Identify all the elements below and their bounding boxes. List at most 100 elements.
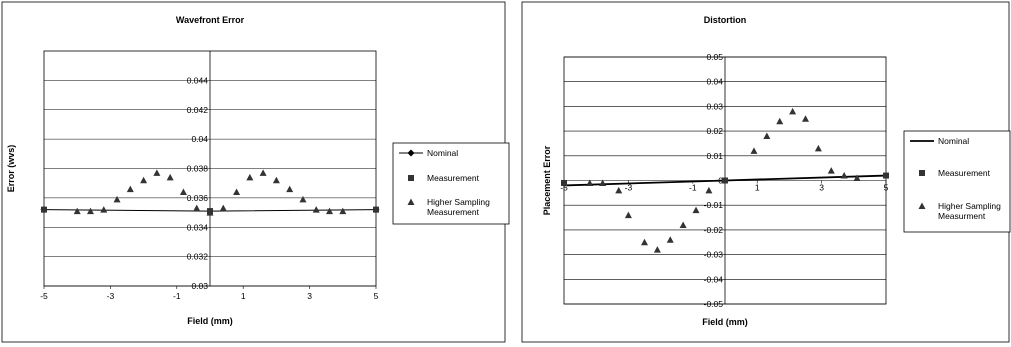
data-point xyxy=(705,186,713,194)
data-point xyxy=(153,169,161,176)
x-tick-label: -3 xyxy=(107,291,115,301)
y-tick-label: 0.04 xyxy=(706,77,723,87)
data-point xyxy=(722,177,728,184)
x-tick-label: -5 xyxy=(40,291,48,301)
y-tick-label: 0.01 xyxy=(706,151,723,161)
legend-marker xyxy=(408,175,414,181)
y-tick-label: -0.03 xyxy=(704,250,724,260)
x-tick-label: 3 xyxy=(307,291,312,301)
legend-marker xyxy=(919,170,925,176)
y-tick-label: 0.038 xyxy=(187,164,209,174)
y-tick-label: -0.05 xyxy=(704,299,724,309)
legend-label: Measurement xyxy=(427,173,480,183)
data-point xyxy=(624,211,632,219)
legend-label: Measurement xyxy=(427,207,480,217)
x-tick-label: 3 xyxy=(819,183,824,193)
data-point xyxy=(246,173,254,181)
x-tick-label: -1 xyxy=(689,183,697,193)
data-point xyxy=(326,207,334,215)
data-point xyxy=(100,206,108,213)
y-tick-label: 0.04 xyxy=(191,134,208,144)
y-axis-label: Error (wvs) xyxy=(6,145,16,193)
x-tick-label: 5 xyxy=(374,291,379,301)
data-point xyxy=(679,221,687,228)
data-point xyxy=(166,173,174,181)
data-point xyxy=(827,167,835,174)
y-tick-label: 0.03 xyxy=(706,101,723,111)
chart-title: Distortion xyxy=(704,15,747,25)
legend-label: Measurment xyxy=(938,211,986,221)
data-point xyxy=(113,195,121,203)
data-point xyxy=(586,179,594,186)
data-point xyxy=(840,172,848,179)
y-tick-label: 0.05 xyxy=(706,52,723,62)
y-tick-label: 0.042 xyxy=(187,105,209,115)
data-point xyxy=(272,176,280,184)
data-point xyxy=(776,117,784,125)
legend-marker xyxy=(407,198,415,205)
y-tick-label: -0.04 xyxy=(704,274,724,284)
x-axis-label: Field (mm) xyxy=(702,317,748,327)
data-point xyxy=(126,185,134,193)
x-tick-label: 5 xyxy=(884,183,889,193)
x-tick-label: -3 xyxy=(625,183,633,193)
y-tick-label: 0.03 xyxy=(191,281,208,291)
data-point xyxy=(615,186,623,194)
x-tick-label: -1 xyxy=(173,291,181,301)
data-point xyxy=(140,176,148,184)
data-point xyxy=(193,204,201,212)
legend: Nominal Measurement Higher SamplingMeasurm… xyxy=(903,130,1011,233)
data-point xyxy=(789,107,797,115)
legend-label: Nominal xyxy=(427,148,458,158)
data-point xyxy=(853,174,861,182)
legend-box xyxy=(903,130,1011,233)
data-point xyxy=(561,179,567,186)
legend-marker xyxy=(918,202,926,209)
x-tick-label: -5 xyxy=(560,183,568,193)
data-point xyxy=(286,185,294,193)
y-tick-label: 0.044 xyxy=(187,75,209,85)
legend-label: Higher Sampling xyxy=(938,201,1001,211)
data-point xyxy=(312,206,320,213)
y-axis-label: Placement Error xyxy=(542,145,552,215)
data-point xyxy=(219,204,227,212)
y-tick-label: 0.02 xyxy=(706,126,723,136)
data-point xyxy=(692,206,700,214)
data-point xyxy=(763,132,771,140)
data-point xyxy=(233,188,241,195)
data-point xyxy=(73,207,81,215)
data-point xyxy=(206,209,214,216)
data-point xyxy=(339,207,347,215)
legend-label: Measurement xyxy=(938,168,991,178)
x-tick-label: 1 xyxy=(755,183,760,193)
x-tick-label: 1 xyxy=(241,291,246,301)
data-point xyxy=(883,172,889,179)
data-point xyxy=(373,206,379,213)
data-point xyxy=(666,236,674,243)
y-tick-label: 0.034 xyxy=(187,222,209,232)
y-tick-label: 0.032 xyxy=(187,252,209,262)
data-point xyxy=(86,207,94,215)
legend-label: Higher Sampling xyxy=(427,197,490,207)
data-point xyxy=(599,179,607,186)
legend-label: Nominal xyxy=(938,136,969,146)
legend-box xyxy=(392,142,510,225)
chart-title: Wavefront Error xyxy=(176,15,245,25)
data-point xyxy=(814,144,822,152)
y-tick-label: -0.02 xyxy=(704,225,724,235)
data-point xyxy=(653,246,661,253)
chart-distortion: Distortion0.050.040.030.020.010-0.01-0.0… xyxy=(521,1,1011,343)
data-point xyxy=(802,115,809,122)
data-point xyxy=(179,188,187,195)
data-point xyxy=(750,147,758,154)
y-tick-label: 0.036 xyxy=(187,193,209,203)
data-point xyxy=(641,238,648,246)
legend-marker xyxy=(407,149,415,157)
data-point xyxy=(299,195,307,203)
data-point xyxy=(41,206,47,213)
chart-wavefront-error: Wavefront Error 0.03 0.032 0.034 0.036 0.038 0… xyxy=(1,1,510,343)
data-point xyxy=(259,169,267,176)
y-tick-label: -0.01 xyxy=(704,200,724,210)
